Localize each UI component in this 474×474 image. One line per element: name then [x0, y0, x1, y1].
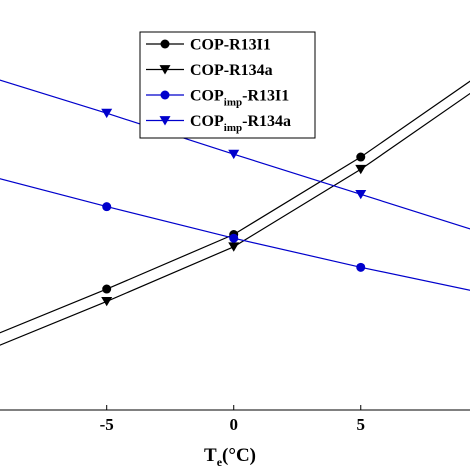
series-2-point-3 [228, 242, 240, 252]
legend-entry-1: COP-R13I1 [146, 37, 271, 54]
legend-label-4: COPimp-R134a [190, 113, 291, 134]
legend-entry-4: COPimp-R134a [146, 113, 291, 134]
legend-label-tail-4: -R134a [242, 113, 291, 130]
series-4-point-2 [101, 108, 113, 119]
legend-label-1: COP-R13I1 [190, 37, 271, 54]
series-4-point-3 [228, 149, 240, 160]
x-axis-label-main: T [204, 445, 217, 466]
series-2 [0, 92, 470, 346]
series-layer [0, 79, 470, 346]
series-3 [0, 178, 470, 291]
series-1-point-4 [356, 152, 366, 162]
legend-label-3: COPimp-R13I1 [190, 88, 289, 109]
legend-entry-2: COP-R134a [146, 62, 273, 79]
x-tick-label-3: 5 [357, 415, 366, 434]
series-3-point-4 [356, 262, 366, 272]
legend-swatch-marker-4 [159, 116, 171, 126]
legend-label-2: COP-R134a [190, 62, 273, 79]
legend-swatch-marker-3 [160, 90, 170, 100]
legend-label-main-4: COP [190, 113, 224, 130]
x-tick-label-2: 0 [229, 415, 238, 434]
legend: COP-R13I1COP-R134aCOPimp-R13I1COPimp-R13… [139, 31, 316, 139]
x-axis-label-rest: (°C) [222, 445, 256, 466]
legend-label-sub-3: imp [224, 97, 242, 109]
x-tick-label-1: -5 [100, 415, 114, 434]
x-axis-label-sub: e [217, 455, 223, 469]
legend-entry-3: COPimp-R13I1 [146, 88, 289, 109]
legend-label-main-1: COP-R13I1 [190, 37, 271, 54]
series-3-point-3 [229, 233, 239, 243]
series-4-point-4 [355, 189, 367, 200]
legend-label-main-2: COP-R134a [190, 62, 273, 79]
series-4 [0, 79, 470, 230]
series-1-point-2 [102, 284, 112, 294]
legend-swatch-marker-2 [159, 65, 171, 75]
legend-label-tail-3: -R13I1 [242, 88, 289, 105]
legend-label-sub-4: imp [224, 122, 242, 134]
legend-swatch-marker-1 [160, 39, 170, 49]
legend-label-main-3: COP [190, 88, 224, 105]
series-2-point-4 [355, 164, 367, 175]
axes-layer: -5 0 5 [0, 405, 470, 434]
series-2-point-2 [101, 296, 113, 307]
series-3-point-2 [102, 202, 112, 212]
x-axis-label: Te(°C) [204, 445, 256, 469]
